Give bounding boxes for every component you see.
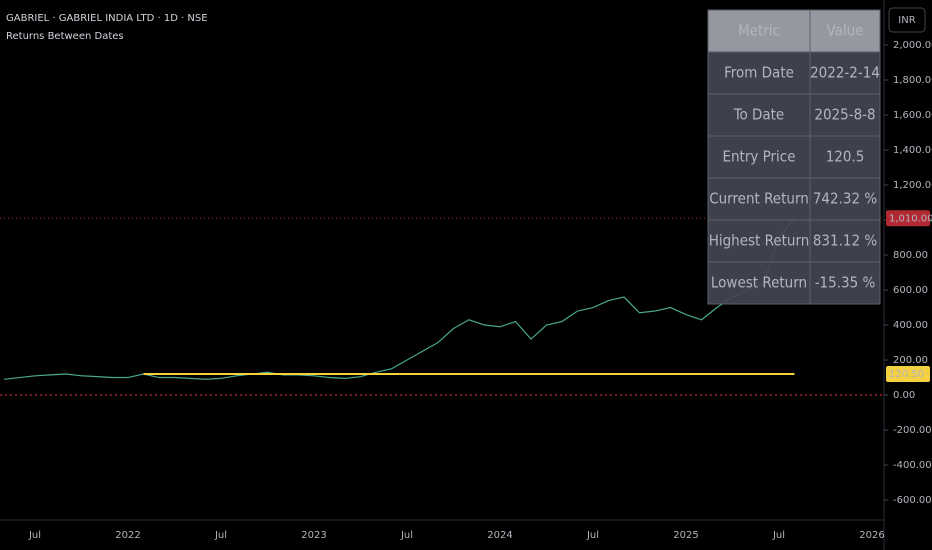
y-tick-label: 1,200.00 — [893, 180, 932, 191]
price-line — [3, 217, 795, 380]
x-tick-label: 2026 — [859, 530, 884, 541]
price-tag-label: 1,010.00 — [889, 213, 932, 224]
table-cell — [707, 135, 811, 179]
x-tick-label: Jul — [772, 530, 785, 541]
y-tick-label: 2,000.00 — [893, 40, 932, 51]
table-cell — [809, 219, 881, 263]
table-metric: Current Return — [709, 190, 809, 208]
table-metric: Entry Price — [722, 148, 795, 166]
y-tick-label: -400.00 — [893, 460, 932, 471]
symbol-title: GABRIEL · GABRIEL INDIA LTD · 1D · NSE — [6, 13, 208, 24]
y-tick-label: -200.00 — [893, 425, 932, 436]
table-metric: Lowest Return — [711, 274, 807, 292]
price-tag — [886, 210, 930, 227]
table-cell — [707, 261, 811, 305]
indicator-name: Returns Between Dates — [6, 31, 124, 42]
table-cell — [809, 177, 881, 221]
table-header-text: Metric — [738, 22, 780, 40]
x-tick-label: 2022 — [115, 530, 140, 541]
y-tick-label: 1,400.00 — [893, 145, 932, 156]
y-tick-label: 1,600.00 — [893, 110, 932, 121]
x-tick-label: 2025 — [673, 530, 698, 541]
y-tick-label: 200.00 — [893, 355, 928, 366]
table-header-cell — [809, 9, 881, 53]
table-value: 2025-8-8 — [814, 106, 875, 124]
y-tick-label: 600.00 — [893, 285, 928, 296]
currency-label[interactable]: INR — [898, 15, 915, 26]
y-tick-label: 800.00 — [893, 250, 928, 261]
table-cell — [707, 177, 811, 221]
x-tick-label: Jul — [28, 530, 41, 541]
table-cell — [707, 51, 811, 95]
y-tick-label: 1,800.00 — [893, 75, 932, 86]
y-tick-label: -600.00 — [893, 495, 932, 506]
table-cell — [809, 135, 881, 179]
table-value: 120.5 — [826, 148, 865, 166]
price-tag-label: 120.50 — [889, 369, 924, 380]
table-cell — [707, 93, 811, 137]
metrics-table: Metric Value From Date 2022-2-14 To Date 2025… — [707, 9, 881, 305]
y-tick-label: 400.00 — [893, 320, 928, 331]
table-metric: To Date — [733, 106, 785, 124]
table-cell — [809, 51, 881, 95]
x-tick-label: Jul — [214, 530, 227, 541]
x-tick-label: 2023 — [301, 530, 326, 541]
x-tick-label: 2024 — [487, 530, 512, 541]
table-value: -15.35 % — [815, 274, 876, 292]
x-tick-label: Jul — [586, 530, 599, 541]
table-value: 2022-2-14 — [810, 64, 880, 82]
table-cell — [809, 261, 881, 305]
price-tag — [886, 365, 930, 382]
table-cell — [707, 219, 811, 263]
table-metric: Highest Return — [709, 232, 810, 250]
table-value: 831.12 % — [813, 232, 877, 250]
table-header-text: Value — [827, 22, 864, 40]
currency-button[interactable] — [888, 7, 926, 33]
y-tick-label: 0.00 — [893, 390, 915, 401]
table-value: 742.32 % — [813, 190, 877, 208]
table-metric: From Date — [724, 64, 794, 82]
x-tick-label: Jul — [400, 530, 413, 541]
